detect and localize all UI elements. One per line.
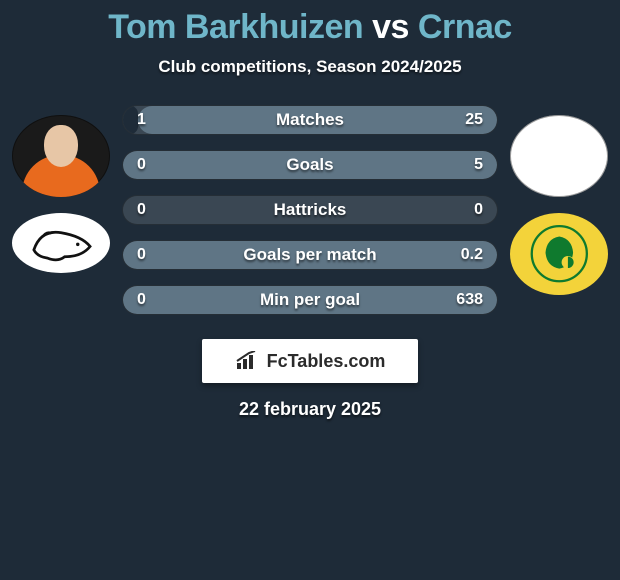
stat-value-right: 0.2	[461, 241, 483, 269]
stat-value-right: 25	[465, 106, 483, 134]
stat-value-right: 638	[456, 286, 483, 314]
stat-bars: 1Matches250Goals50Hattricks00Goals per m…	[116, 105, 504, 315]
ram-icon	[27, 222, 96, 264]
date-text: 22 february 2025	[239, 399, 381, 420]
stat-bar: 0Goals per match0.2	[122, 240, 498, 270]
brand-text: FcTables.com	[267, 351, 386, 372]
page-title: Tom Barkhuizen vs Crnac	[0, 8, 620, 47]
title-player1: Tom Barkhuizen	[108, 8, 363, 46]
footer: FcTables.com 22 february 2025	[0, 339, 620, 420]
player2-club-badge	[510, 213, 608, 295]
stat-bar: 1Matches25	[122, 105, 498, 135]
player1-head-icon	[44, 125, 78, 167]
comparison-body: 1Matches250Goals50Hattricks00Goals per m…	[0, 105, 620, 315]
stat-bar: 0Hattricks0	[122, 195, 498, 225]
stat-bar: 0Min per goal638	[122, 285, 498, 315]
right-column	[504, 105, 614, 295]
subtitle: Club competitions, Season 2024/2025	[0, 57, 620, 77]
title-player2: Crnac	[418, 8, 512, 46]
player1-club-badge	[12, 213, 110, 273]
stat-label: Min per goal	[123, 286, 497, 314]
stat-bar: 0Goals5	[122, 150, 498, 180]
player1-avatar	[12, 115, 110, 197]
stat-value-right: 5	[474, 151, 483, 179]
left-column	[6, 105, 116, 273]
stat-value-right: 0	[474, 196, 483, 224]
brand-badge: FcTables.com	[202, 339, 418, 383]
stat-label: Goals	[123, 151, 497, 179]
stat-label: Goals per match	[123, 241, 497, 269]
stat-label: Hattricks	[123, 196, 497, 224]
canary-icon	[525, 225, 594, 282]
comparison-card: Tom Barkhuizen vs Crnac Club competition…	[0, 0, 620, 580]
bar-chart-icon	[235, 351, 259, 371]
title-vs: vs	[372, 8, 409, 46]
stat-label: Matches	[123, 106, 497, 134]
player2-avatar	[510, 115, 608, 197]
